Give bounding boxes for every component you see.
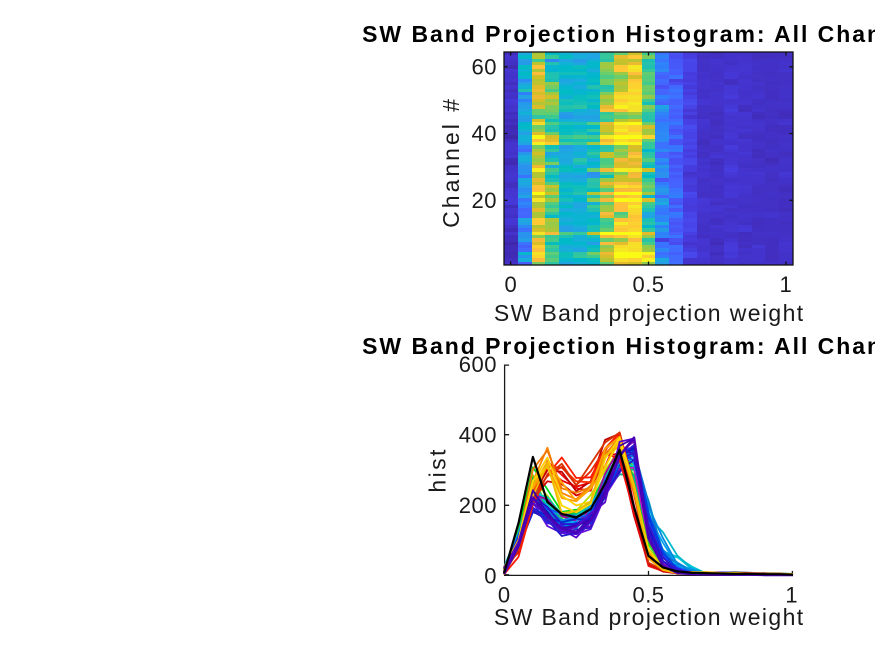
svg-text:0.5: 0.5: [632, 582, 664, 607]
svg-text:SW Band projection weight: SW Band projection weight: [494, 604, 805, 630]
svg-text:20: 20: [472, 188, 497, 213]
svg-text:0.5: 0.5: [632, 272, 664, 297]
svg-text:1: 1: [780, 272, 793, 297]
svg-text:400: 400: [459, 422, 497, 447]
svg-text:0: 0: [505, 272, 518, 297]
svg-text:40: 40: [472, 121, 497, 146]
svg-text:hist: hist: [425, 447, 451, 492]
svg-text:SW Band projection weight: SW Band projection weight: [494, 300, 805, 326]
svg-text:60: 60: [472, 54, 497, 79]
svg-text:0: 0: [498, 582, 511, 607]
svg-text:200: 200: [459, 493, 497, 518]
svg-text:600: 600: [459, 352, 497, 377]
svg-text:SW Band Projection Histogram:: SW Band Projection Histogram: All Channe…: [362, 333, 875, 359]
svg-text:0: 0: [484, 564, 497, 589]
svg-text:Channel #: Channel #: [438, 96, 464, 228]
svg-text:SW Band Projection Histogram:: SW Band Projection Histogram: All Channe…: [362, 21, 875, 47]
svg-text:1: 1: [785, 582, 798, 607]
